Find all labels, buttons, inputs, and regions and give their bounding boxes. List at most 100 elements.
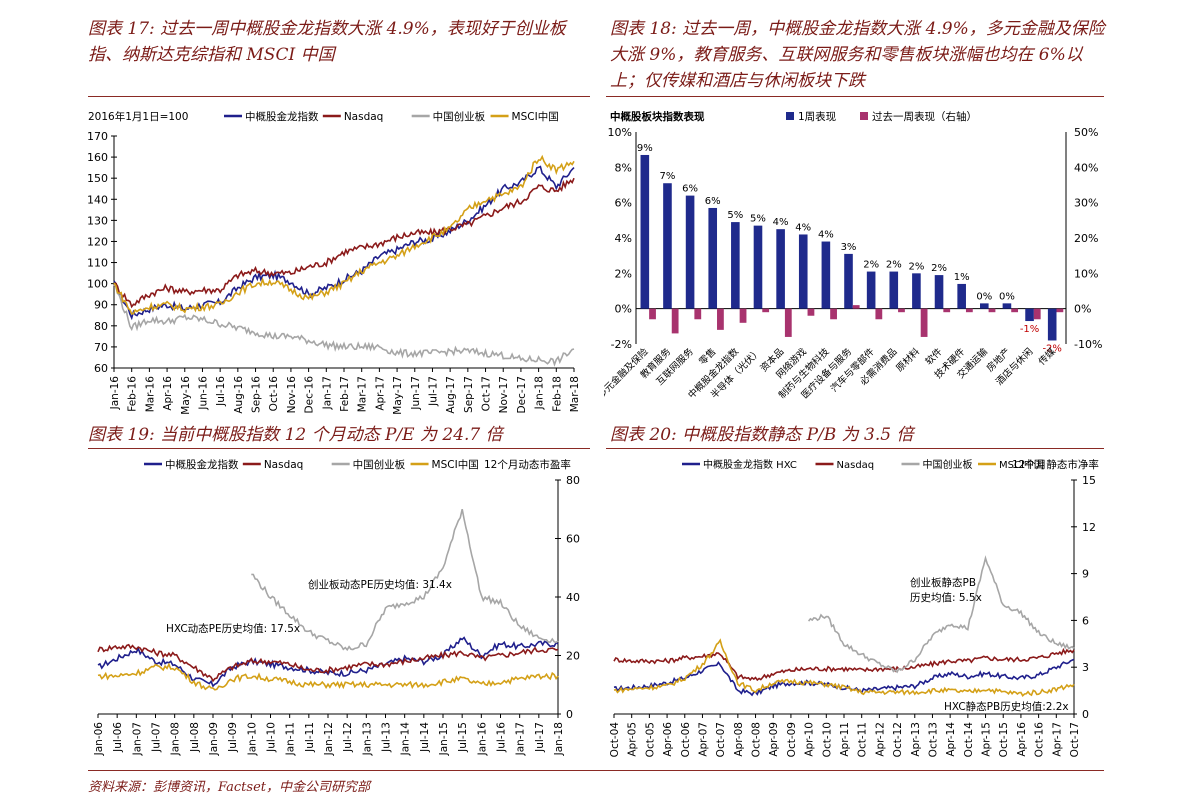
bar-label-10: 2% <box>863 260 879 271</box>
legend-label-0: 中概股金龙指数 <box>245 110 319 123</box>
legend-label-0: 1周表现 <box>798 110 837 123</box>
x-tick-label-9: Apr-09 <box>768 722 780 757</box>
y-tick-label-1: 70 <box>94 341 108 354</box>
fig17-chart: 2016年1月1日=100 中概股金龙指数 Nasdaq 中国创业板 MSCI中国 60 7… <box>87 110 581 415</box>
x-tick-label-21: Apr-15 <box>981 722 993 757</box>
category-label-12: 原材料 <box>893 345 922 374</box>
legend-label-1: 过去一周表现（右轴） <box>872 110 977 123</box>
series-line-1 <box>113 177 575 309</box>
left-tick-label-0: 10% <box>608 126 632 139</box>
bar-right-13 <box>943 308 951 313</box>
y-tick-label-7: 130 <box>87 214 108 227</box>
x-tick-label-12: Jan-17 <box>321 376 333 410</box>
x-tick-label-21: Jul-16 <box>496 722 508 753</box>
left-tick-label-3: 4% <box>615 232 632 245</box>
annotation-chinext-pb-2: 历史均值: 5.5x <box>910 591 982 604</box>
x-tick-label-1: Feb-16 <box>127 376 139 412</box>
x-tick-label-11: Jul-11 <box>304 722 316 753</box>
x-tick-label-26: Mar-18 <box>569 376 581 412</box>
bar-right-4 <box>739 308 747 323</box>
x-tick-label-12: Jan-12 <box>323 722 335 756</box>
series-line-3 <box>97 662 559 691</box>
bar-1w-12 <box>912 273 921 309</box>
x-tick-label-2: Mar-16 <box>144 376 156 413</box>
y-tick-label-6: 120 <box>87 235 108 248</box>
legend-label-2: 中国创业板 <box>433 110 486 123</box>
x-tick-label-13: Feb-17 <box>339 376 351 412</box>
x-tick-label-4: May-16 <box>180 376 192 415</box>
x-tick-label-3: Jul-07 <box>151 722 163 753</box>
legend-label-1: Nasdaq <box>344 111 384 123</box>
legend-label-3: MSCI中国 <box>432 458 479 471</box>
y-tick-label-2: 6 <box>1082 614 1089 627</box>
series-line-1 <box>613 647 1075 682</box>
bar-1w-10 <box>866 271 876 309</box>
x-tick-label-21: Oct-17 <box>481 376 493 411</box>
bar-label-12: 2% <box>908 261 924 272</box>
bar-1w-9 <box>844 253 853 309</box>
x-tick-label-23: Dec-17 <box>516 376 528 413</box>
legend-label-1: Nasdaq <box>264 459 304 471</box>
x-tick-label-22: Nov-17 <box>498 376 510 413</box>
x-tick-label-11: Apr-10 <box>804 722 816 757</box>
bar-1w-15 <box>980 303 989 309</box>
x-tick-label-14: Jan-13 <box>361 722 373 756</box>
bar-right-15 <box>988 308 996 313</box>
x-tick-label-5: Apr-07 <box>697 722 709 757</box>
bar-right-6 <box>784 308 792 337</box>
annotation-hxc-pb: HXC静态PB历史均值:2.2x <box>944 700 1069 713</box>
fig18-chart: 中概股板块指数表现 1周表现 过去一周表现（右轴） 10% 8% 6% 4% 2% 0% -2% 5… <box>604 110 1102 401</box>
x-tick-label-19: Jul-15 <box>457 722 469 753</box>
x-tick-label-5: Jun-16 <box>197 376 209 411</box>
x-tick-label-4: Oct-06 <box>680 722 692 758</box>
bar-1w-0 <box>640 154 650 309</box>
right-tick-label-5: 0% <box>1074 303 1091 316</box>
x-tick-label-24: Jan-18 <box>553 722 565 756</box>
legend-swatch-0 <box>786 112 794 120</box>
x-tick-label-13: Jul-12 <box>342 722 354 753</box>
annotation-hxc-pe: HXC动态PE历史均值: 17.5x <box>166 622 300 635</box>
right-tick-label-4: 10% <box>1074 267 1098 280</box>
x-tick-label-16: May-17 <box>392 376 404 415</box>
bottom-rule <box>88 770 1104 771</box>
legend-label-3: MSCI中国 <box>512 110 559 123</box>
x-tick-label-2: Oct-05 <box>644 722 656 757</box>
y-tick-label-3: 90 <box>94 299 108 312</box>
x-tick-label-1: Jul-06 <box>112 722 124 753</box>
bar-label-16: 0% <box>999 291 1015 302</box>
x-tick-label-14: Mar-17 <box>357 376 369 412</box>
left-tick-label-6: -2% <box>611 338 632 351</box>
bar-right-5 <box>762 308 770 313</box>
bar-right-12 <box>920 308 928 337</box>
y-tick-label-0: 0 <box>1082 708 1089 721</box>
bar-right-2 <box>694 308 702 320</box>
x-tick-label-8: Oct-08 <box>751 722 763 757</box>
x-tick-label-1: Apr-05 <box>627 722 639 757</box>
bar-right-16 <box>1011 308 1019 313</box>
y-tick-label-3: 60 <box>566 533 580 546</box>
y-tick-label-5: 110 <box>87 257 108 270</box>
x-tick-label-9: Oct-16 <box>268 376 280 412</box>
y-tick-label-5: 15 <box>1082 474 1096 487</box>
bar-right-11 <box>898 308 905 313</box>
y-tick-label-3: 9 <box>1082 568 1089 581</box>
x-tick-label-24: Jan-18 <box>534 376 546 410</box>
x-tick-label-8: Sep-16 <box>251 376 263 413</box>
right-tick-label-2: 30% <box>1074 197 1098 210</box>
series-line-3 <box>113 154 575 315</box>
bar-1w-11 <box>889 271 899 309</box>
x-tick-label-10: Oct-09 <box>786 722 798 757</box>
x-tick-label-17: Jun-17 <box>410 376 422 411</box>
series-line-1 <box>97 643 559 683</box>
bar-right-8 <box>830 308 837 320</box>
y-tick-label-4: 12 <box>1082 521 1096 534</box>
right-tick-label-3: 20% <box>1074 232 1098 245</box>
bar-label-6: 4% <box>773 217 789 228</box>
series-line-2 <box>807 555 1075 674</box>
bar-1w-7 <box>798 234 808 309</box>
fig19-right-label: 12个月动态市盈率 <box>484 458 571 471</box>
legend-label-1: Nasdaq <box>837 460 875 471</box>
x-tick-label-10: Jan-11 <box>285 722 297 756</box>
y-tick-label-4: 100 <box>87 278 108 291</box>
x-tick-label-20: Jan-16 <box>476 722 488 757</box>
